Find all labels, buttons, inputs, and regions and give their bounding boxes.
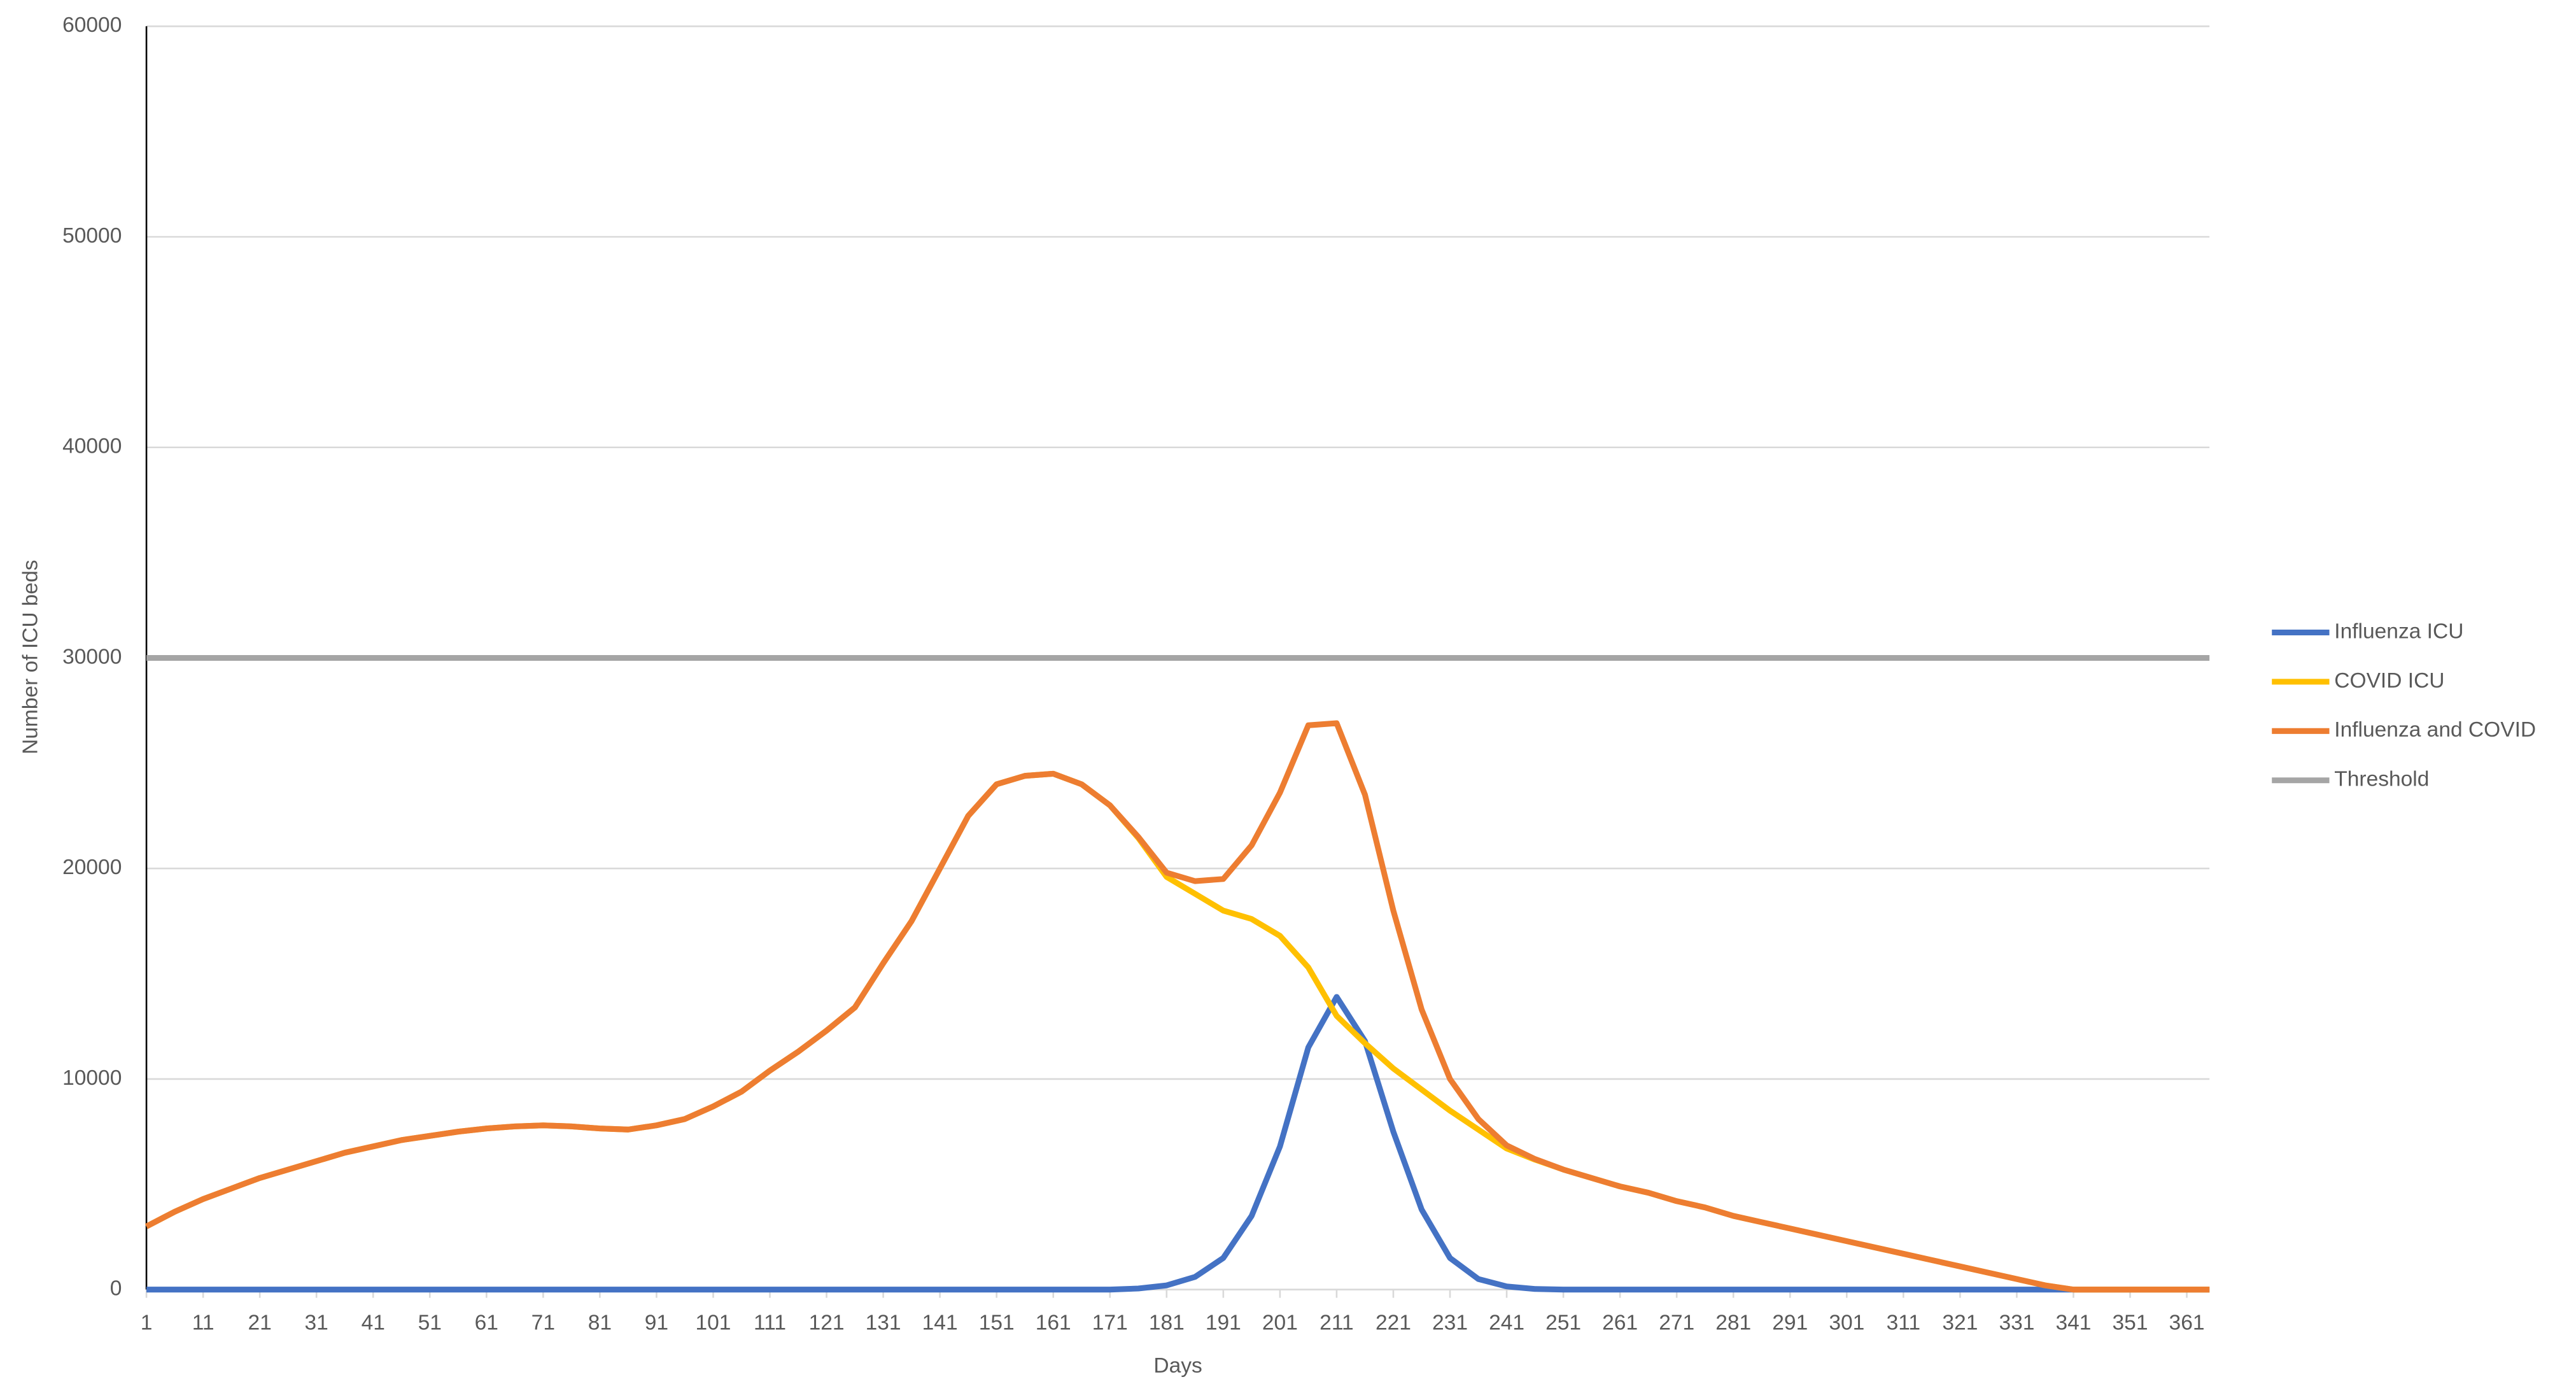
y-tick-label: 20000 — [62, 856, 122, 879]
x-tick-label: 111 — [754, 1311, 786, 1335]
y-tick-label: 10000 — [62, 1066, 122, 1090]
series-line — [144, 720, 2210, 1293]
x-tick-label: 191 — [1206, 1311, 1241, 1335]
legend-label: Influenza and COVID — [2334, 718, 2536, 742]
x-tick-label: 261 — [1602, 1311, 1638, 1335]
x-tick-label: 211 — [1320, 1311, 1353, 1335]
y-tick-label: 50000 — [62, 224, 122, 248]
x-tick-label: 221 — [1376, 1311, 1411, 1335]
x-tick-label: 301 — [1829, 1311, 1864, 1335]
x-tick-label: 61 — [475, 1311, 498, 1335]
x-tick-label: 121 — [809, 1311, 845, 1335]
y-tick-label: 60000 — [62, 13, 122, 37]
x-tick-label: 71 — [531, 1311, 555, 1335]
x-tick-label: 291 — [1772, 1311, 1808, 1335]
x-tick-label: 331 — [1999, 1311, 2034, 1335]
legend-label: Influenza ICU — [2334, 619, 2463, 643]
x-tick-label: 91 — [645, 1311, 668, 1335]
x-tick-label: 101 — [695, 1311, 731, 1335]
x-tick-label: 11 — [192, 1311, 215, 1335]
x-tick-label: 141 — [922, 1311, 958, 1335]
series-line — [144, 770, 2210, 1293]
x-tick-label: 81 — [588, 1311, 612, 1335]
x-tick-label: 21 — [248, 1311, 271, 1335]
y-axis-title: Number of ICU beds — [18, 560, 42, 754]
x-axis-title: Days — [1153, 1354, 1202, 1378]
x-tick-label: 271 — [1659, 1311, 1694, 1335]
x-tick-label: 1 — [141, 1311, 153, 1335]
x-tick-label: 351 — [2113, 1311, 2148, 1335]
x-tick-label: 201 — [1262, 1311, 1298, 1335]
x-tick-label: 151 — [979, 1311, 1015, 1335]
x-tick-label: 51 — [418, 1311, 442, 1335]
legend-label: COVID ICU — [2334, 669, 2444, 693]
x-tick-label: 281 — [1715, 1311, 1751, 1335]
x-tick-label: 41 — [362, 1311, 385, 1335]
x-tick-label: 321 — [1942, 1311, 1978, 1335]
y-tick-label: 0 — [110, 1277, 122, 1301]
x-tick-label: 171 — [1092, 1311, 1128, 1335]
x-tick-label: 161 — [1036, 1311, 1071, 1335]
x-tick-label: 231 — [1432, 1311, 1468, 1335]
legend-label: Threshold — [2334, 768, 2429, 791]
y-tick-label: 30000 — [62, 645, 122, 668]
x-tick-label: 181 — [1149, 1311, 1185, 1335]
x-tick-label: 31 — [305, 1311, 328, 1335]
x-tick-label: 341 — [2055, 1311, 2091, 1335]
series-line — [146, 994, 2210, 1293]
x-tick-label: 251 — [1545, 1311, 1581, 1335]
x-tick-label: 361 — [2169, 1311, 2205, 1335]
x-tick-label: 131 — [866, 1311, 901, 1335]
x-tick-label: 241 — [1489, 1311, 1524, 1335]
y-tick-label: 40000 — [62, 435, 122, 458]
x-tick-label: 311 — [1887, 1311, 1920, 1335]
